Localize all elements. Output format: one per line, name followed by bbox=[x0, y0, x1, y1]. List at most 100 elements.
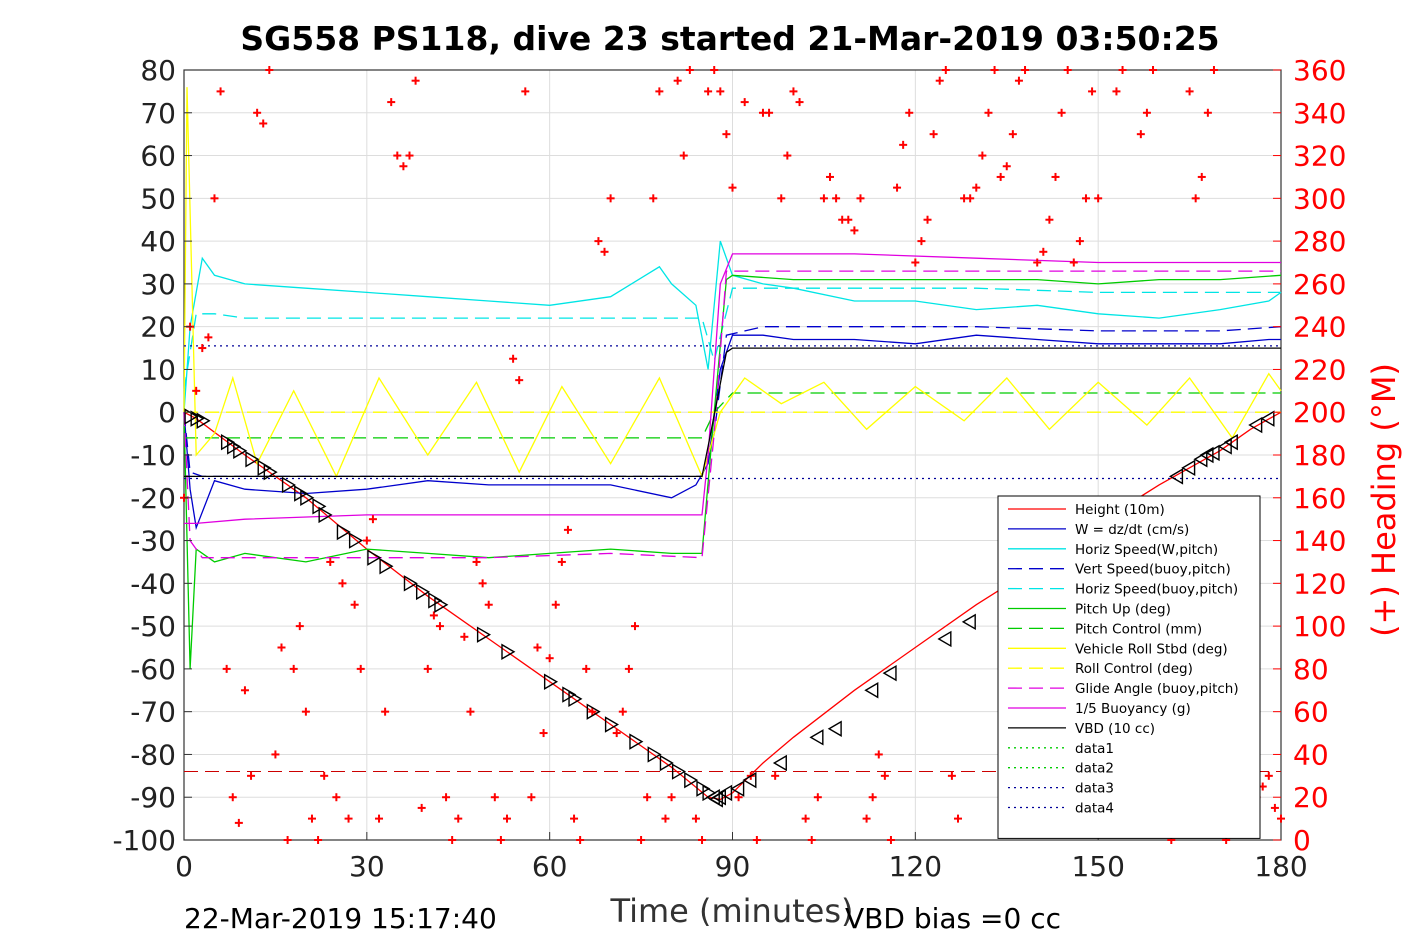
series-line-2 bbox=[183, 240, 1282, 413]
y-right-tick-label: 20 bbox=[1293, 781, 1329, 814]
vbd-marker bbox=[245, 451, 260, 468]
vbd-marker bbox=[1223, 433, 1238, 451]
heading-point bbox=[216, 87, 225, 96]
y-right-tick-label: 220 bbox=[1293, 353, 1346, 386]
heading-point bbox=[350, 600, 359, 609]
vbd-marker bbox=[1205, 444, 1220, 462]
heading-point bbox=[649, 194, 658, 203]
legend-label: Height (10m) bbox=[1075, 502, 1165, 518]
x-axis-ticks: 0 30 60 90 120 150 180 bbox=[175, 832, 1308, 883]
heading-point bbox=[661, 814, 670, 823]
vbd-marker bbox=[568, 690, 583, 708]
vbd-marker bbox=[379, 558, 394, 575]
heading-point bbox=[307, 814, 316, 823]
vbd-marker bbox=[671, 763, 687, 780]
vbd-marker bbox=[348, 532, 364, 549]
heading-point bbox=[826, 172, 835, 181]
heading-point bbox=[886, 836, 895, 844]
heading-point bbox=[868, 793, 877, 802]
heading-point bbox=[905, 108, 914, 117]
legend-label: VBD (10 cc) bbox=[1075, 721, 1155, 737]
heading-point bbox=[899, 140, 908, 149]
heading-point bbox=[1081, 194, 1090, 203]
vbd-marker bbox=[196, 412, 211, 429]
heading-point bbox=[393, 151, 402, 160]
heading-point bbox=[618, 707, 627, 716]
vbd-marker bbox=[476, 626, 492, 643]
heading-point bbox=[966, 194, 975, 203]
vbd-marker bbox=[434, 596, 449, 613]
heading-point bbox=[375, 814, 384, 823]
heading-point bbox=[314, 836, 323, 844]
y-right-tick-label: 340 bbox=[1293, 97, 1346, 130]
heading-point bbox=[1203, 108, 1212, 117]
heading-point bbox=[387, 98, 396, 107]
y-right-tick-label: 160 bbox=[1293, 482, 1346, 515]
heading-point bbox=[728, 183, 737, 192]
heading-point bbox=[515, 376, 524, 385]
heading-point bbox=[466, 707, 475, 716]
vbd-marker bbox=[403, 575, 418, 592]
heading-point bbox=[789, 87, 798, 96]
heading-point bbox=[679, 151, 688, 160]
heading-point bbox=[1118, 66, 1127, 74]
vbd-marker bbox=[647, 746, 662, 763]
heading-point bbox=[551, 600, 560, 609]
heading-point bbox=[539, 729, 548, 738]
heading-point bbox=[417, 803, 426, 812]
heading-point bbox=[521, 87, 530, 96]
legend-label: Vert Speed(buoy,pitch) bbox=[1075, 562, 1231, 578]
vbd-marker bbox=[961, 613, 976, 631]
heading-point bbox=[911, 258, 920, 267]
vbd-marker bbox=[730, 780, 745, 797]
vbd-marker bbox=[1248, 416, 1263, 434]
legend-label: Pitch Up (deg) bbox=[1075, 602, 1171, 618]
heading-point bbox=[923, 215, 932, 224]
heading-point bbox=[509, 354, 518, 363]
series-line-1 bbox=[183, 334, 1281, 531]
heading-point bbox=[893, 183, 902, 192]
heading-point bbox=[813, 793, 822, 802]
series-line-10 bbox=[184, 253, 1281, 525]
heading-point bbox=[1088, 87, 1097, 96]
vbd-marker bbox=[827, 720, 842, 737]
vbd-marker bbox=[882, 664, 897, 682]
heading-point bbox=[1069, 258, 1078, 267]
legend-label: Horiz Speed(W,pitch) bbox=[1075, 542, 1218, 558]
heading-point bbox=[1008, 130, 1017, 139]
heading-point bbox=[673, 76, 682, 85]
heading-point bbox=[253, 108, 262, 117]
heading-point bbox=[210, 194, 219, 203]
heading-point bbox=[990, 66, 999, 74]
heading-point bbox=[685, 66, 694, 74]
heading-point bbox=[862, 814, 871, 823]
heading-point bbox=[1277, 814, 1285, 823]
legend-label: data3 bbox=[1075, 781, 1114, 797]
heading-point bbox=[637, 836, 646, 844]
heading-point bbox=[1051, 172, 1060, 181]
heading-point bbox=[442, 793, 451, 802]
heading-point bbox=[819, 194, 828, 203]
vbd-marker bbox=[659, 754, 674, 772]
y-right-tick-label: 180 bbox=[1293, 439, 1346, 472]
heading-point bbox=[1039, 247, 1048, 256]
heading-point bbox=[320, 771, 329, 780]
heading-point bbox=[1191, 194, 1200, 203]
vbd-marker bbox=[1193, 451, 1208, 468]
y-tick-label: -30 bbox=[130, 525, 176, 558]
vbd-marker bbox=[864, 682, 879, 699]
y-right-tick-label: 80 bbox=[1293, 653, 1329, 686]
heading-point bbox=[716, 87, 725, 96]
y-tick-label: 30 bbox=[140, 268, 176, 301]
vbd-marker bbox=[809, 729, 824, 746]
heading-point bbox=[996, 172, 1005, 181]
y-right-tick-label: 360 bbox=[1293, 54, 1346, 87]
heading-point bbox=[277, 643, 286, 652]
heading-point bbox=[301, 707, 310, 716]
x-tick-label: 30 bbox=[349, 850, 385, 883]
vbd-marker bbox=[718, 784, 733, 802]
heading-point bbox=[423, 664, 432, 673]
heading-point bbox=[405, 151, 414, 160]
heading-point bbox=[259, 119, 268, 128]
y-tick-label: 10 bbox=[140, 353, 176, 386]
